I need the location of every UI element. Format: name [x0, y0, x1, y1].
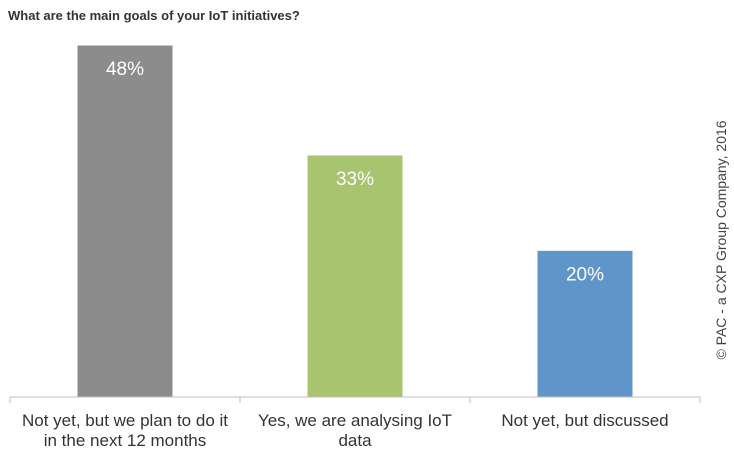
- value-label-3: 20%: [566, 264, 604, 285]
- bar-1: [76, 44, 174, 398]
- copyright-text: © PAC - a CXP Group Company, 2016: [713, 120, 729, 360]
- value-label-2: 33%: [336, 169, 374, 190]
- category-label-2-line-1: Yes, we are analysing IoT: [258, 411, 452, 430]
- bar-2: [306, 154, 404, 398]
- value-labels-group: 48% 33% 20%: [106, 59, 604, 285]
- category-label-1-line-2: in the next 12 months: [44, 431, 207, 450]
- x-axis-ticks: [9, 397, 701, 403]
- chart-title: What are the main goals of your IoT init…: [8, 8, 300, 23]
- bars-group: [76, 44, 634, 398]
- value-label-1: 48%: [106, 59, 144, 80]
- category-label-1-line-1: Not yet, but we plan to do it: [22, 411, 228, 430]
- category-label-2-line-2: data: [338, 431, 372, 450]
- bar-3: [536, 249, 634, 398]
- category-label-3-line-1: Not yet, but discussed: [501, 411, 668, 430]
